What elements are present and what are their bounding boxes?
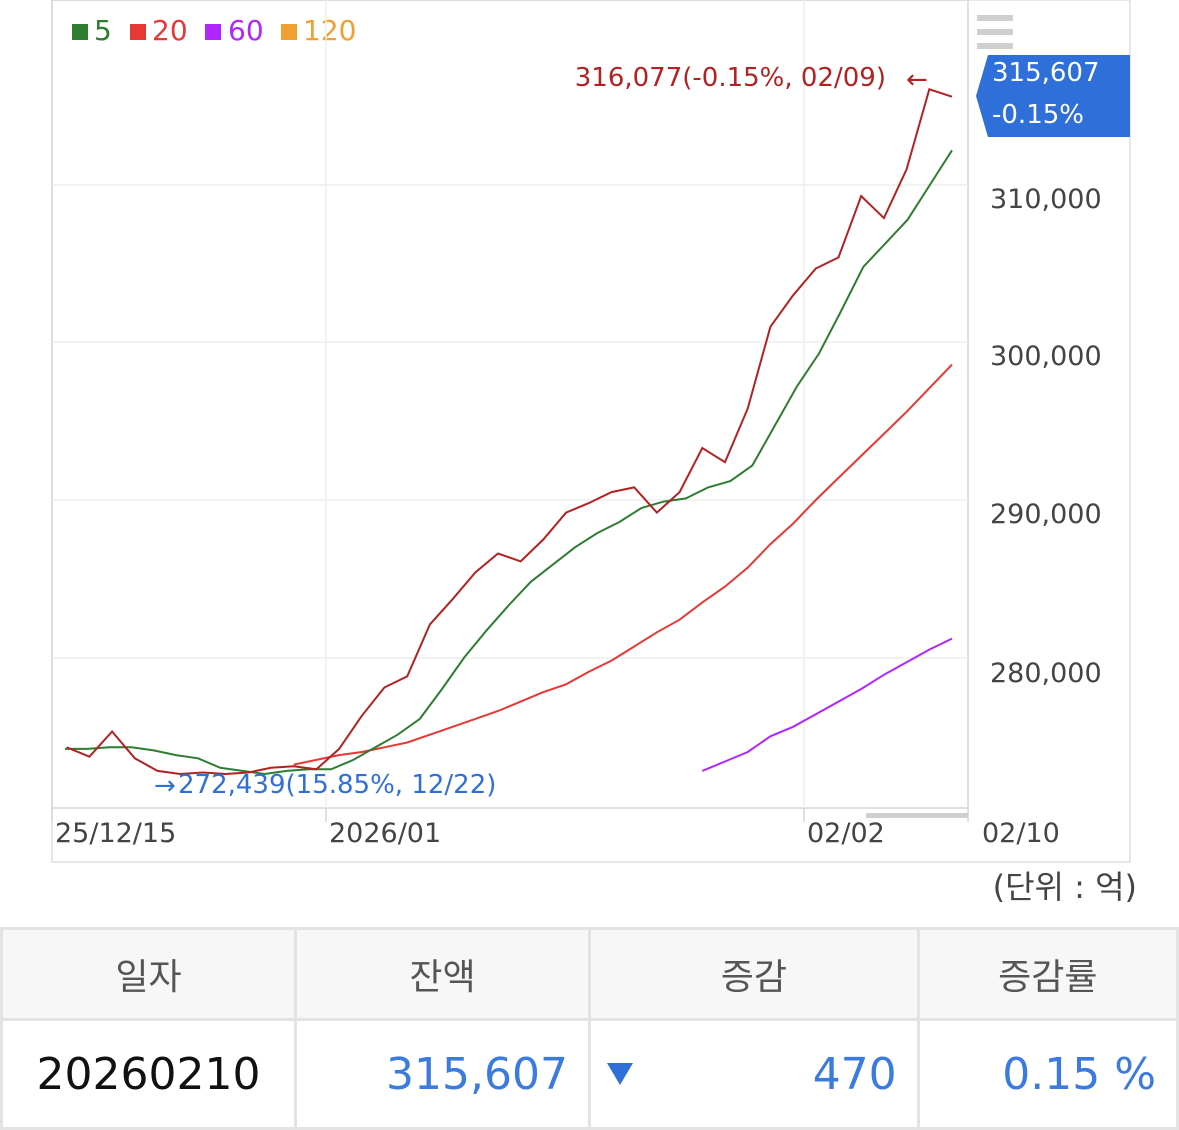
legend-swatch-120 [281, 24, 297, 40]
cell-change-value: 470 [812, 1048, 897, 1100]
legend-label-60: 60 [228, 14, 264, 47]
legend-item-5[interactable]: 5 [72, 14, 112, 47]
legend-label-5: 5 [94, 14, 112, 47]
y-tick-label: 280,000 [990, 658, 1102, 689]
legend-swatch-20 [130, 24, 146, 40]
legend-swatch-5 [72, 24, 88, 40]
y-tick-label: 310,000 [990, 184, 1102, 215]
legend-swatch-60 [205, 24, 221, 40]
max-annotation: 316,077(-0.15%, 02/09) ← [575, 63, 928, 95]
min-annotation-arrow-icon: → [154, 771, 176, 801]
min-annotation: → 272,439(15.85%, 12/22) [154, 770, 496, 801]
cell-date: 20260210 [0, 1018, 297, 1130]
hamburger-menu-icon[interactable] [977, 15, 1013, 49]
current-value-text: 315,607 [992, 58, 1100, 88]
x-tick-label: 25/12/15 [55, 818, 176, 849]
header-date[interactable]: 일자 [0, 927, 297, 1021]
plot-area-frame [51, 0, 969, 809]
unit-label: (단위 : 억) [992, 868, 1137, 906]
x-axis-labels: 25/12/15 2026/01 02/02 02/10 [55, 818, 1060, 849]
series-line-balance [66, 88, 953, 776]
down-triangle-icon [607, 1063, 633, 1085]
cell-change: 470 [588, 1018, 920, 1130]
max-annotation-arrow-icon: ← [906, 65, 928, 95]
y-tick-label: 290,000 [990, 499, 1102, 530]
series-line-5 [65, 149, 953, 776]
x-tick-label: 2026/01 [329, 818, 441, 849]
x-tick-label: 02/02 [807, 818, 885, 849]
y-grid [52, 184, 968, 659]
header-change[interactable]: 증감 [588, 927, 920, 1021]
balance-summary-table: 일자 잔액 증감 증감률 20260210 315,607 470 0.15 % [0, 927, 1179, 1130]
cell-balance: 315,607 [294, 1018, 591, 1130]
chart-scroll-handle[interactable] [866, 813, 968, 818]
series-lines [65, 88, 953, 776]
legend-item-60[interactable]: 60 [205, 14, 264, 47]
legend-label-20: 20 [152, 14, 188, 47]
table-row: 20260210 315,607 470 0.15 % [0, 1018, 1179, 1130]
chart-legend: 5 20 60 120 [72, 14, 356, 47]
min-annotation-text: 272,439(15.85%, 12/22) [178, 770, 496, 800]
legend-item-120[interactable]: 120 [281, 14, 356, 47]
x-grid [325, 0, 805, 808]
current-value-tag: 315,607 -0.15% [976, 55, 1130, 137]
y-tick-label: 300,000 [990, 341, 1102, 372]
header-rate[interactable]: 증감률 [916, 927, 1179, 1021]
series-line-60 [701, 637, 953, 772]
series-line-20 [293, 363, 953, 766]
current-change-text: -0.15% [992, 100, 1084, 130]
table-header-row: 일자 잔액 증감 증감률 [0, 927, 1179, 1021]
header-balance[interactable]: 잔액 [294, 927, 591, 1021]
balance-line-chart: 5 20 60 120 [51, 0, 1131, 863]
y-axis-labels: 310,000 300,000 290,000 280,000 [990, 184, 1102, 689]
cell-rate: 0.15 % [916, 1018, 1179, 1130]
max-annotation-text: 316,077(-0.15%, 02/09) [575, 63, 886, 93]
x-tick-label: 02/10 [982, 818, 1060, 849]
legend-label-120: 120 [303, 14, 356, 47]
legend-item-20[interactable]: 20 [130, 14, 188, 47]
